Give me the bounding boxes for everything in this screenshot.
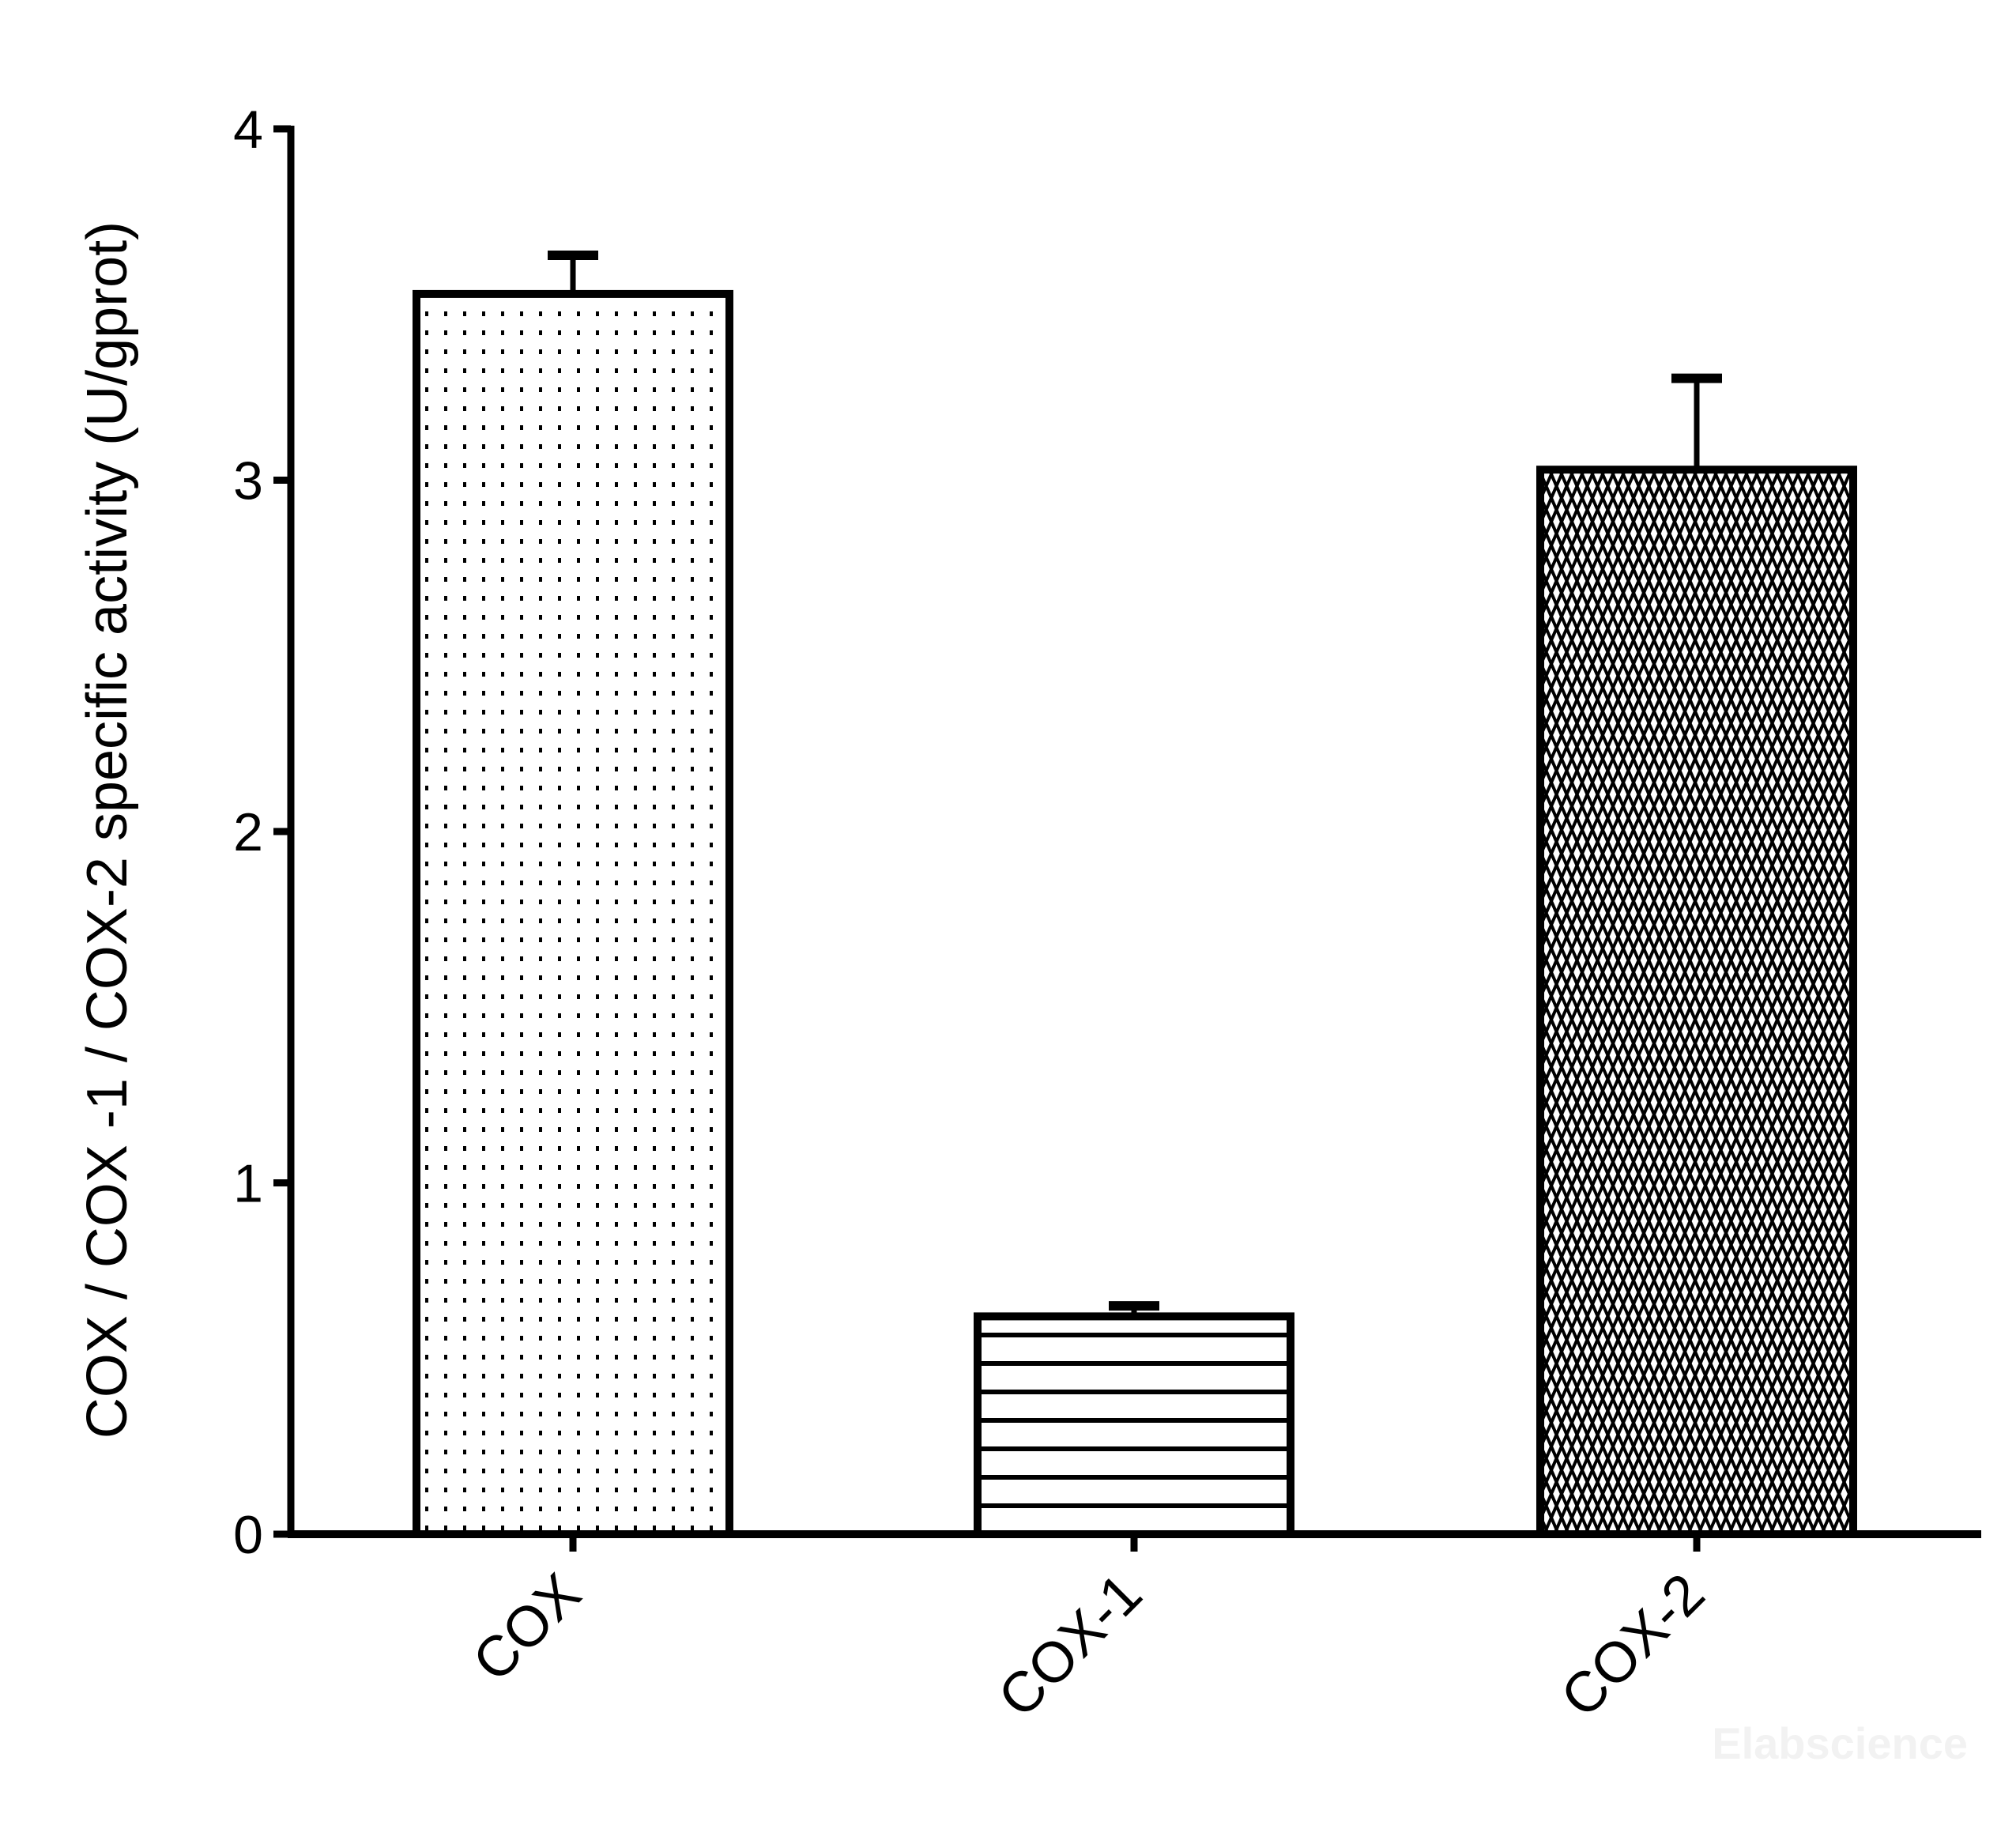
x-tick-label: COX-2 <box>1549 1562 1716 1729</box>
y-axis-title: COX / COX -1 / COX-2 specific activity (… <box>76 221 139 1439</box>
y-tick-label: 3 <box>233 451 263 511</box>
bar-cox-1 <box>974 1312 1294 1539</box>
bars-group <box>413 251 1857 1539</box>
x-tick-label: COX <box>461 1562 593 1694</box>
x-tick-label: COX-1 <box>986 1562 1154 1729</box>
bar-cox <box>413 289 733 1538</box>
bar-cox-2 <box>1536 466 1857 1538</box>
y-tick-label: 1 <box>233 1154 263 1214</box>
y-tick-label: 4 <box>233 100 263 160</box>
y-tick-label: 2 <box>233 802 263 862</box>
y-tick-label: 0 <box>233 1505 263 1565</box>
watermark: Elabscience <box>1712 1718 1968 1768</box>
